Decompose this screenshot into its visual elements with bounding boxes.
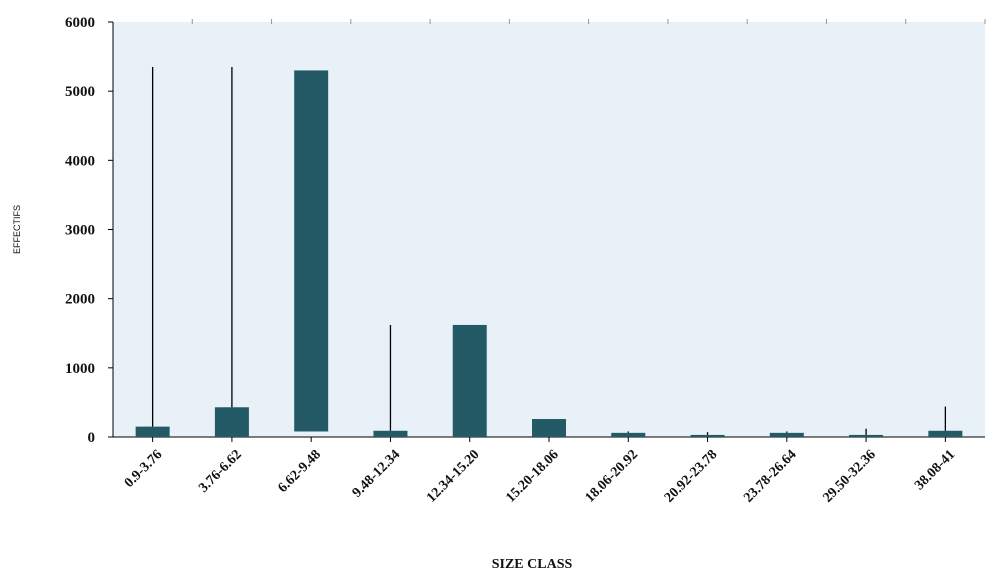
x-tick-label: 38.08-41 (912, 447, 958, 493)
x-tick-label: 18.06-20.92 (583, 447, 641, 505)
bar (849, 434, 884, 437)
bar (532, 419, 566, 437)
y-axis-title: EFFECTIFS (12, 205, 22, 254)
x-tick-label: 12.34-15.20 (424, 447, 482, 505)
x-tick-label: 0.9-3.76 (122, 447, 166, 491)
x-tick-label: 15.20-18.06 (503, 447, 561, 505)
bar (214, 407, 249, 437)
x-tick-label: 6.62-9.48 (275, 447, 324, 496)
bar (294, 70, 329, 432)
x-tick-label: 23.78-26.64 (741, 447, 799, 505)
x-tick-label: 9.48-12.34 (350, 447, 404, 501)
y-tick-label: 5000 (65, 84, 95, 100)
x-tick-label: 3.76-6.62 (196, 447, 245, 496)
y-tick-label: 4000 (65, 153, 95, 169)
x-tick-label: 29.50-32.36 (820, 447, 878, 505)
y-tick-label: 6000 (65, 15, 95, 31)
plot-background (113, 22, 985, 437)
bar (690, 434, 725, 437)
bars (135, 70, 963, 437)
top-border-ticks (191, 19, 986, 24)
bar (135, 426, 170, 437)
x-tick-label: 20.92-23.78 (662, 447, 720, 505)
x-axis-title: SIZE CLASS (492, 557, 573, 572)
x-axis: 0.9-3.76 3.76-6.62 6.62-9.48 9.48-12.34 12.3… (113, 436, 985, 506)
y-tick-label: 1000 (65, 361, 95, 377)
bar (611, 432, 646, 437)
whiskers (151, 66, 947, 435)
y-tick-label: 0 (88, 430, 96, 446)
bar (452, 324, 487, 437)
bar (373, 430, 408, 437)
bar (928, 430, 963, 437)
bar (769, 432, 804, 437)
y-tick-label: 3000 (65, 223, 95, 239)
y-axis: 0 1000 2000 3000 4000 5000 6000 (65, 15, 114, 446)
y-tick-label: 2000 (65, 292, 95, 308)
